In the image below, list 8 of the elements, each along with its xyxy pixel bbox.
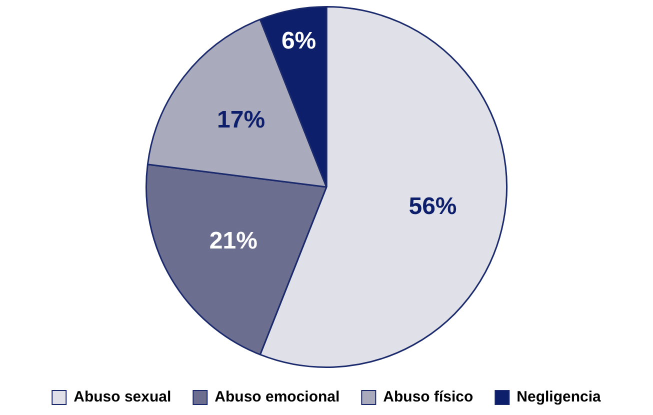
- data-label: 6%: [281, 27, 316, 54]
- data-label: 17%: [217, 106, 266, 134]
- legend-label: Abuso físico: [383, 388, 474, 406]
- legend-label: Abuso emocional: [214, 388, 340, 406]
- data-label: 56%: [408, 192, 457, 220]
- data-label: 21%: [209, 228, 258, 255]
- legend-label: Negligencia: [516, 388, 602, 406]
- legend-label: Abuso sexual: [74, 388, 172, 406]
